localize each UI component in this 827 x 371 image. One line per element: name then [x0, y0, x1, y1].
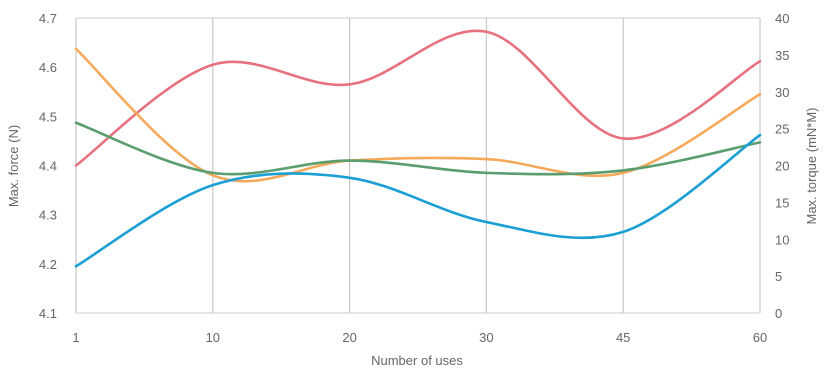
x-tick-label: 30: [479, 330, 493, 345]
right-tick-label: 5: [775, 269, 782, 284]
series-line-4: [74, 133, 762, 268]
right-tick-label: 10: [775, 232, 789, 247]
x-tick-label: 20: [342, 330, 356, 345]
left-tick-label: 4.7: [39, 11, 57, 26]
x-axis-ticks: 1 10 20 30 45 60: [72, 330, 767, 345]
right-tick-label: 30: [775, 85, 789, 100]
x-tick-label: 45: [616, 330, 630, 345]
right-tick-label: 40: [775, 11, 789, 26]
right-axis-title: Max. torque (mN*M): [804, 107, 819, 224]
right-tick-label: 15: [775, 195, 789, 210]
series-line-2: [74, 47, 762, 183]
series-line-1: [74, 29, 762, 167]
left-axis-ticks: 4.1 4.2 4.3 4.4 4.5 4.6 4.7: [39, 11, 57, 321]
right-tick-label: 0: [775, 306, 782, 321]
left-tick-label: 4.2: [39, 257, 57, 272]
left-tick-label: 4.1: [39, 306, 57, 321]
right-tick-label: 35: [775, 48, 789, 63]
right-tick-label: 20: [775, 159, 789, 174]
left-axis-title: Max. force (N): [6, 125, 21, 207]
x-axis-title: Number of uses: [371, 353, 463, 368]
series-line-3: [74, 121, 762, 176]
grid-lines: [75, 17, 761, 314]
series-lines: [74, 29, 762, 268]
left-tick-label: 4.6: [39, 60, 57, 75]
x-tick-label: 1: [72, 330, 79, 345]
right-tick-label: 25: [775, 122, 789, 137]
right-axis-ticks: 0 5 10 15 20 25 30 35 40: [775, 11, 789, 321]
left-tick-label: 4.3: [39, 208, 57, 223]
left-tick-label: 4.4: [39, 159, 57, 174]
x-tick-label: 10: [206, 330, 220, 345]
x-tick-label: 60: [753, 330, 767, 345]
left-tick-label: 4.5: [39, 109, 57, 124]
